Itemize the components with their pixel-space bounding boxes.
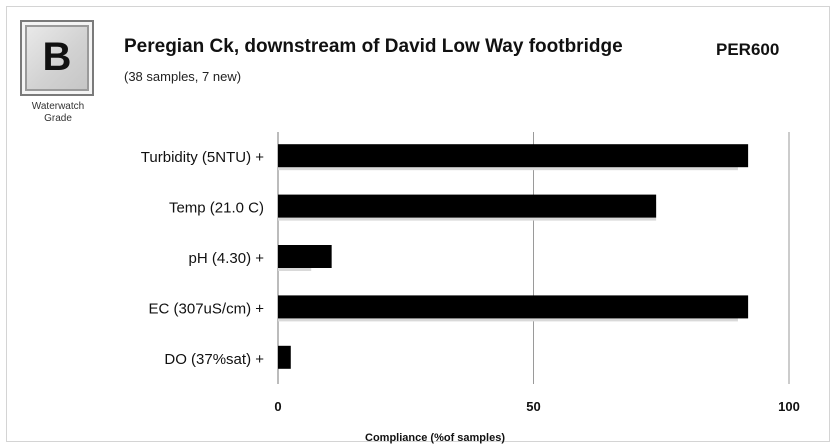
category-label-2: pH (4.30) + bbox=[189, 250, 265, 267]
x-tick-label-2: 100 bbox=[778, 399, 800, 414]
category-label-1: Temp (21.0 C) bbox=[169, 200, 264, 217]
bar-primary-4 bbox=[278, 345, 291, 369]
bar-primary-1 bbox=[278, 194, 657, 218]
bar-primary-0 bbox=[278, 144, 749, 168]
chart-title: Peregian Ck, downstream of David Low Way… bbox=[124, 36, 623, 57]
category-label-4: DO (37%sat) + bbox=[164, 351, 264, 368]
chart-frame bbox=[6, 6, 830, 442]
x-tick-label-0: 0 bbox=[274, 399, 281, 414]
category-label-0: Turbidity (5NTU) + bbox=[141, 149, 264, 166]
grade-caption: Waterwatch Grade bbox=[10, 101, 106, 125]
bar-primary-2 bbox=[278, 245, 332, 268]
grade-caption-line1: Waterwatch bbox=[31, 101, 85, 112]
grade-letter: B bbox=[42, 35, 72, 79]
bar-primary-3 bbox=[278, 295, 749, 319]
grade-caption-line2: Grade bbox=[44, 113, 72, 124]
chart-subtitle: (38 samples, 7 new) bbox=[124, 69, 242, 84]
site-code: PER600 bbox=[716, 40, 780, 59]
x-axis-title: Compliance (%of samples) bbox=[365, 432, 505, 444]
x-tick-label-1: 50 bbox=[526, 399, 540, 414]
category-label-3: EC (307uS/cm) + bbox=[149, 300, 265, 317]
grade-badge: B bbox=[20, 20, 94, 96]
